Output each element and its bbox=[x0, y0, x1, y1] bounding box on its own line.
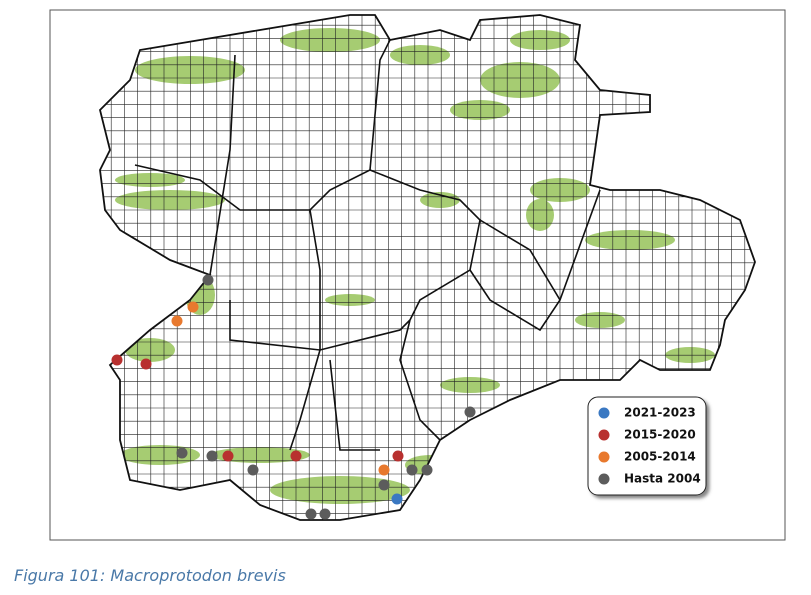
legend-swatch bbox=[598, 407, 610, 419]
observation-dot bbox=[319, 508, 331, 520]
observation-dot bbox=[206, 450, 218, 462]
map: 2021-2023 2015-2020 2005-2014 Hasta 2004 bbox=[49, 9, 786, 541]
caption: Figura 101: Macroprotodon brevis bbox=[14, 566, 286, 585]
observation-dot bbox=[187, 301, 199, 313]
frame bbox=[49, 9, 786, 541]
legend-box bbox=[587, 396, 707, 496]
legend-swatch bbox=[598, 451, 610, 463]
legend-swatch bbox=[598, 473, 610, 485]
observation-dot bbox=[378, 464, 390, 476]
observation-dot bbox=[464, 406, 476, 418]
legend-swatch bbox=[598, 429, 610, 441]
observations bbox=[111, 274, 476, 520]
observation-dot bbox=[392, 450, 404, 462]
observation-dot bbox=[111, 354, 123, 366]
observation-dot bbox=[222, 450, 234, 462]
legend-label: 2005-2014 bbox=[624, 450, 696, 464]
observation-dot bbox=[247, 464, 259, 476]
observation-dot bbox=[176, 447, 188, 459]
observation-dot bbox=[202, 274, 214, 286]
observation-dot bbox=[406, 464, 418, 476]
legend-label: Hasta 2004 bbox=[624, 472, 701, 486]
observation-dot bbox=[140, 358, 152, 370]
legend: 2021-2023 2015-2020 2005-2014 Hasta 2004 bbox=[587, 396, 707, 496]
observation-dot bbox=[421, 464, 433, 476]
observation-dot bbox=[378, 479, 390, 491]
legend-label: 2015-2020 bbox=[624, 428, 696, 442]
province-borders bbox=[134, 39, 601, 451]
observation-dot bbox=[391, 493, 403, 505]
legend-label: 2021-2023 bbox=[624, 406, 696, 420]
observation-dot bbox=[290, 450, 302, 462]
observation-dot bbox=[171, 315, 183, 327]
observation-dot bbox=[305, 508, 317, 520]
